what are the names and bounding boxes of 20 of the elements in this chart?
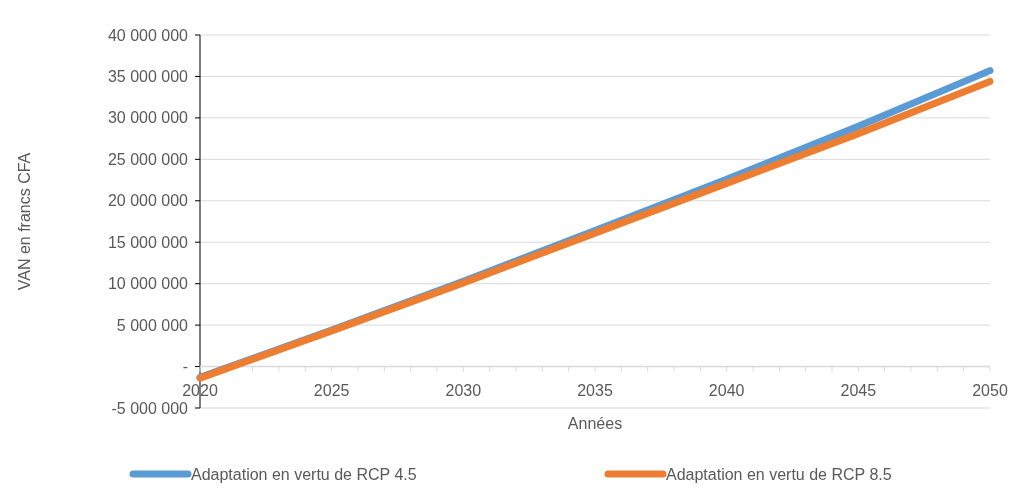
y-tick-label: 15 000 000 — [107, 233, 189, 251]
x-axis-title: Années — [567, 414, 623, 432]
y-tick-label: -5 000 000 — [111, 399, 189, 417]
y-tick-label: 5 000 000 — [116, 316, 189, 334]
y-tick-label: 20 000 000 — [107, 192, 189, 210]
legend-label: Adaptation en vertu de RCP 8.5 — [666, 465, 892, 483]
x-tick-label: 2025 — [313, 381, 350, 399]
y-axis-title: VAN en francs CFA — [16, 152, 33, 291]
x-tick-label: 2030 — [445, 381, 482, 399]
y-tick-label: 25 000 000 — [107, 150, 189, 168]
y-tick-label: 40 000 000 — [107, 26, 189, 44]
x-tick-label: 2035 — [577, 381, 613, 399]
x-tick-label: 2040 — [708, 381, 745, 399]
x-tick-label: 2050 — [972, 381, 1008, 399]
y-tick-label: - — [182, 358, 188, 376]
y-tick-label: 10 000 000 — [107, 275, 189, 293]
y-tick-label: 35 000 000 — [107, 68, 189, 86]
x-tick-label: 2045 — [840, 381, 877, 399]
y-tick-label: 30 000 000 — [107, 109, 189, 127]
legend-label: Adaptation en vertu de RCP 4.5 — [191, 465, 417, 483]
